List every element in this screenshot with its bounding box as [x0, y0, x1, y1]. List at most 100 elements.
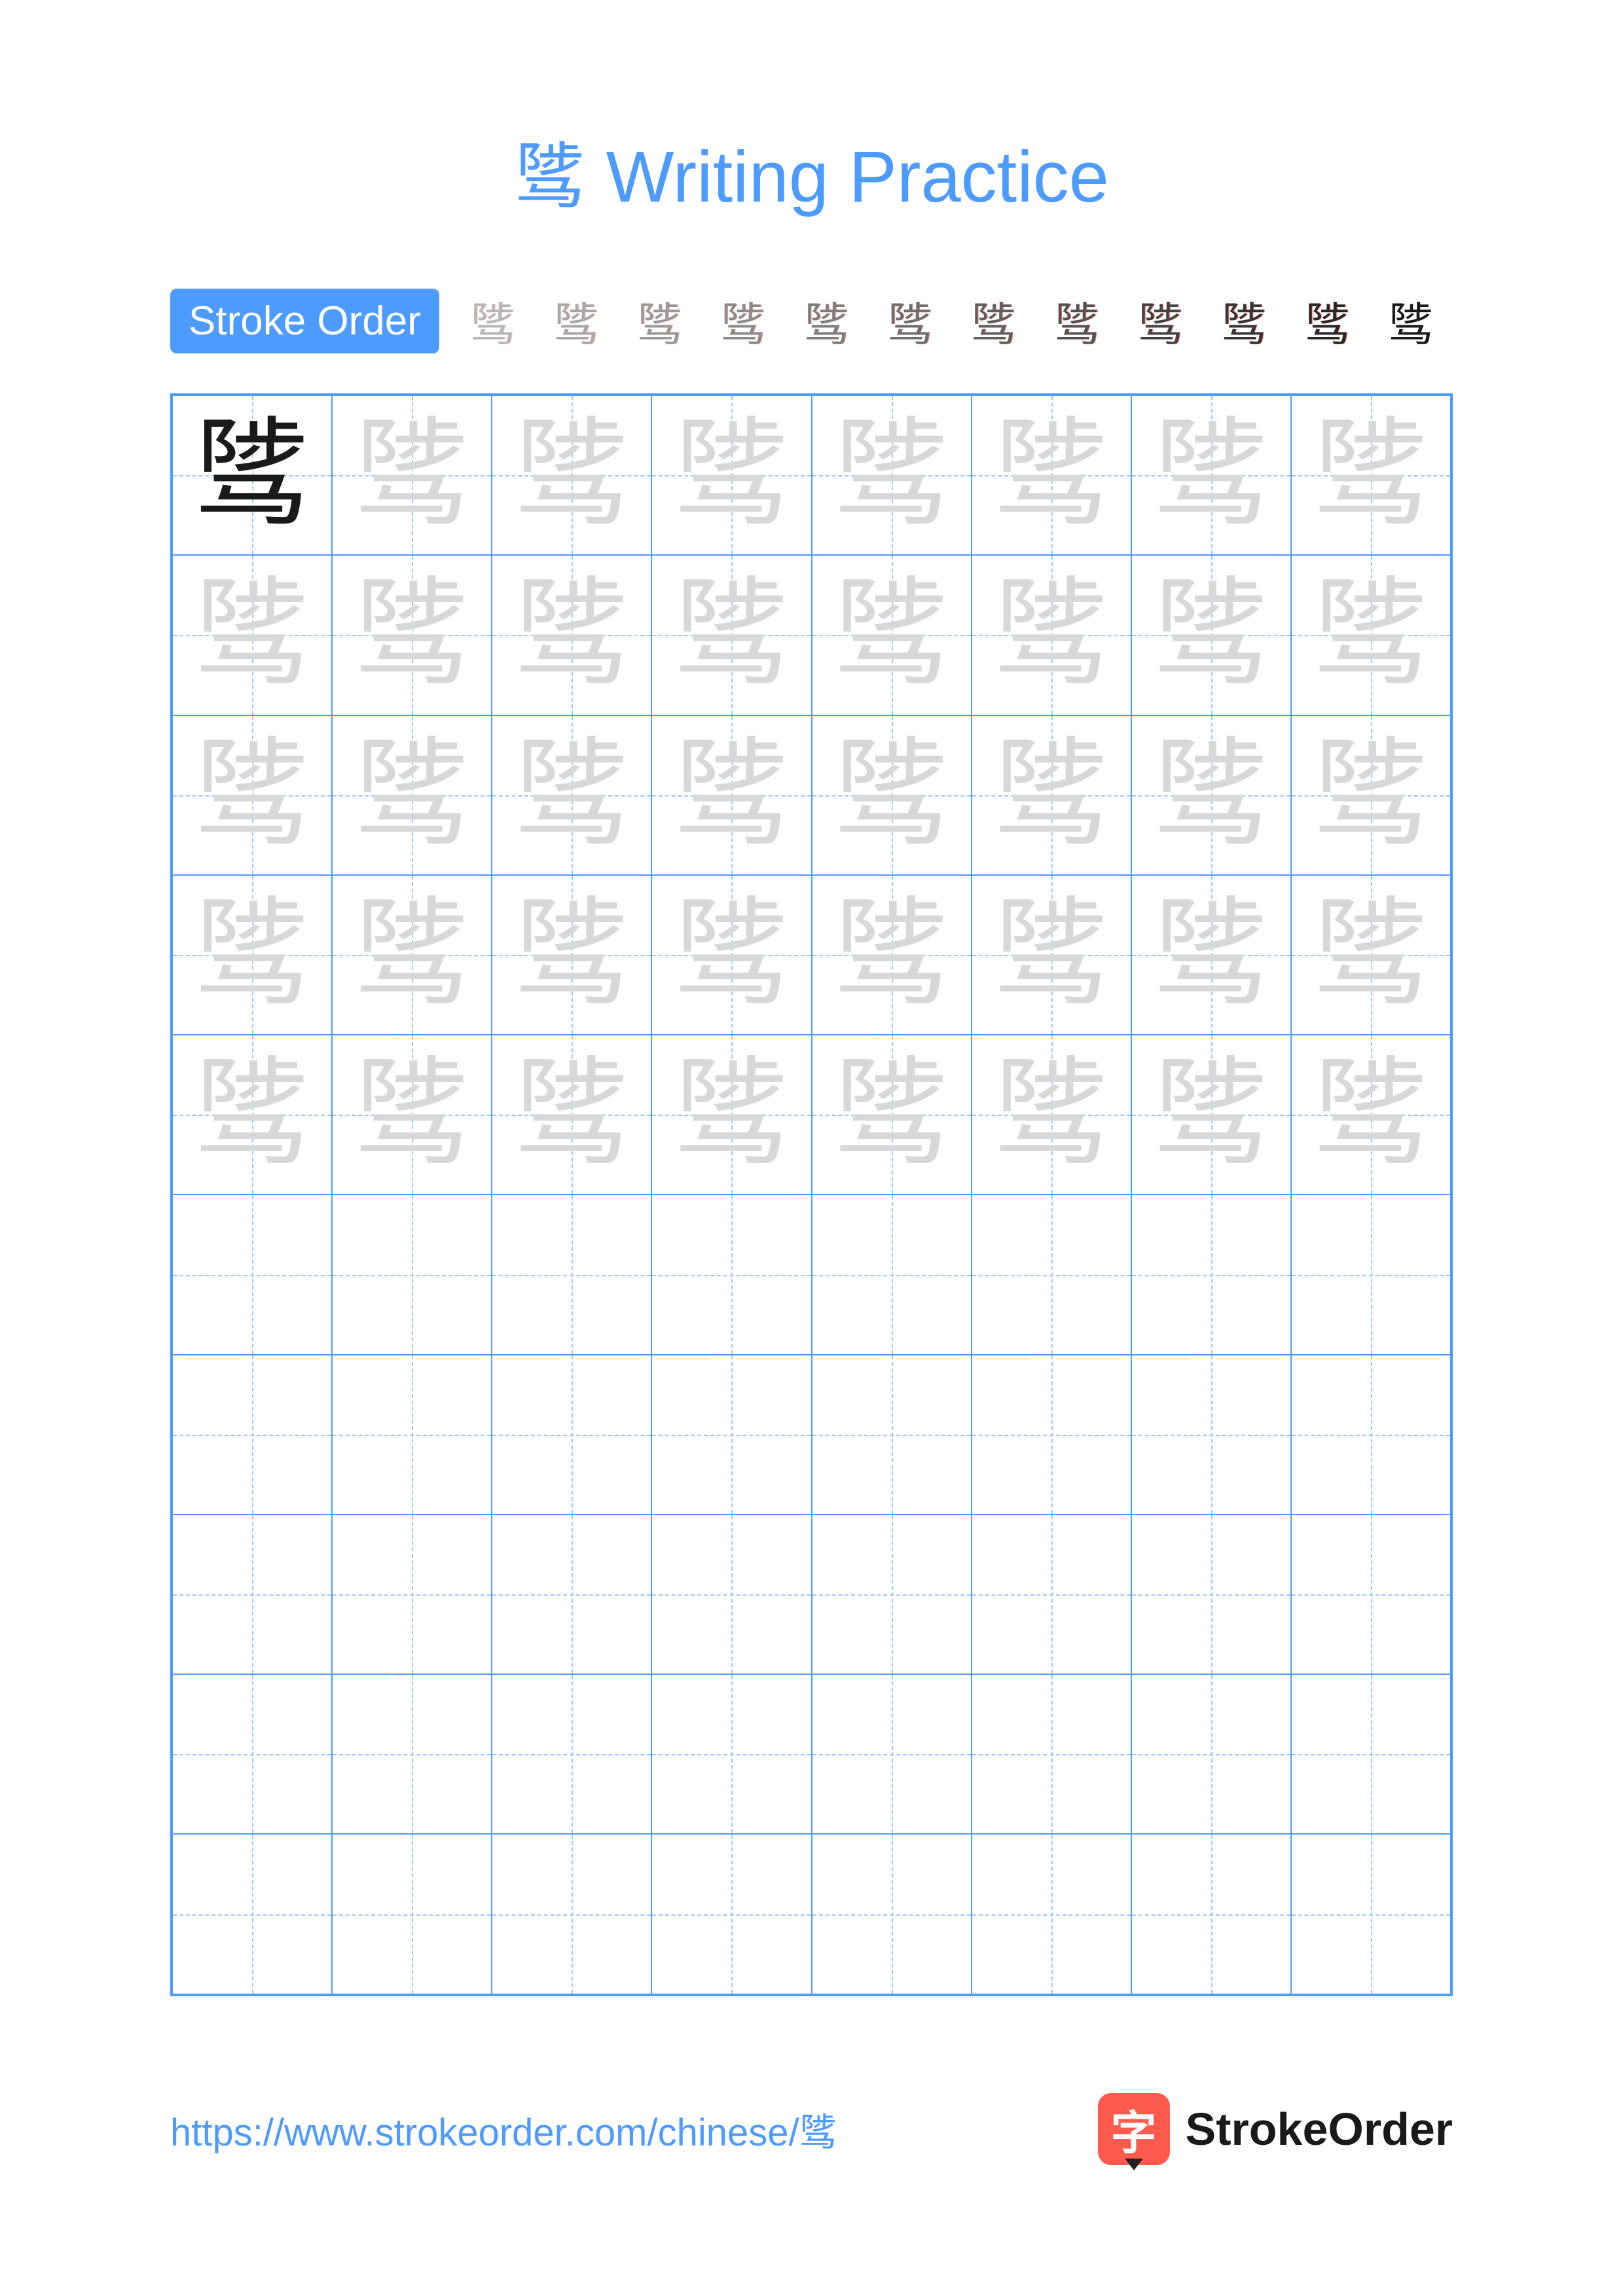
practice-char: 骘: [993, 736, 1110, 854]
practice-char: 骘: [672, 896, 790, 1014]
grid-cell: [332, 1355, 492, 1515]
grid-cell: 骘: [1131, 715, 1291, 875]
stroke-order-steps: 骘骘骘骘骘骘骘骘骘骘骘骘: [451, 288, 1453, 354]
brand-icon: 字: [1098, 2093, 1170, 2165]
grid-cell: [1131, 1194, 1291, 1354]
practice-char: 骘: [672, 416, 790, 534]
grid-cell: [1131, 1834, 1291, 1994]
practice-char: 骘: [353, 896, 471, 1014]
grid-cell: 骘: [332, 875, 492, 1035]
practice-grid: 骘骘骘骘骘骘骘骘骘骘骘骘骘骘骘骘骘骘骘骘骘骘骘骘骘骘骘骘骘骘骘骘骘骘骘骘骘骘骘骘: [170, 393, 1453, 1996]
grid-cell: [972, 1194, 1131, 1354]
grid-cell: [332, 1674, 492, 1834]
grid-cell: [332, 1515, 492, 1674]
grid-cell: 骘: [1131, 875, 1291, 1035]
grid-cell: [651, 1194, 811, 1354]
practice-char: 骘: [353, 576, 471, 694]
grid-cell: 骘: [492, 875, 651, 1035]
practice-char: 骘: [1312, 896, 1430, 1014]
stroke-step: 骘: [1138, 288, 1184, 354]
grid-cell: 骘: [172, 1035, 332, 1194]
stroke-step: 骘: [887, 288, 933, 354]
brand-text: StrokeOrder: [1186, 2103, 1453, 2155]
grid-cell: 骘: [651, 1035, 811, 1194]
grid-cell: 骘: [492, 395, 651, 555]
grid-cell: 骘: [812, 395, 972, 555]
grid-cell: [332, 1834, 492, 1994]
practice-char: 骘: [193, 1056, 311, 1174]
grid-cell: [812, 1355, 972, 1515]
practice-char: 骘: [1312, 1056, 1430, 1174]
grid-cell: [492, 1515, 651, 1674]
grid-cell: [1291, 1515, 1451, 1674]
practice-char: 骘: [1152, 896, 1270, 1014]
grid-cell: 骘: [651, 395, 811, 555]
grid-cell: [172, 1194, 332, 1354]
grid-cell: [972, 1674, 1131, 1834]
grid-cell: [651, 1515, 811, 1674]
practice-char: 骘: [833, 416, 951, 534]
practice-char: 骘: [513, 1056, 630, 1174]
grid-cell: [492, 1674, 651, 1834]
grid-cell: 骘: [812, 715, 972, 875]
practice-char: 骘: [1152, 576, 1270, 694]
grid-cell: [172, 1355, 332, 1515]
grid-cell: [972, 1515, 1131, 1674]
practice-char: 骘: [353, 1056, 471, 1174]
grid-cell: 骘: [1291, 715, 1451, 875]
grid-cell: 骘: [332, 715, 492, 875]
practice-char: 骘: [1152, 416, 1270, 534]
practice-char: 骘: [833, 1056, 951, 1174]
grid-cell: 骘: [1131, 1035, 1291, 1194]
grid-cell: 骘: [651, 555, 811, 715]
grid-cell: 骘: [172, 875, 332, 1035]
practice-char: 骘: [193, 576, 311, 694]
grid-cell: 骘: [972, 1035, 1131, 1194]
grid-cell: [1131, 1674, 1291, 1834]
stroke-step: 骘: [1388, 288, 1434, 354]
grid-cell: [1131, 1355, 1291, 1515]
grid-cell: 骘: [1291, 1035, 1451, 1194]
grid-cell: [332, 1194, 492, 1354]
grid-cell: 骘: [1291, 395, 1451, 555]
stroke-step: 骘: [720, 288, 766, 354]
grid-cell: [812, 1674, 972, 1834]
grid-cell: [492, 1355, 651, 1515]
practice-char: 骘: [353, 736, 471, 854]
grid-cell: 骘: [1131, 555, 1291, 715]
grid-cell: 骘: [492, 555, 651, 715]
practice-char: 骘: [993, 1056, 1110, 1174]
practice-char: 骘: [513, 736, 630, 854]
grid-cell: [812, 1834, 972, 1994]
grid-cell: [812, 1515, 972, 1674]
grid-cell: [1291, 1355, 1451, 1515]
footer: https://www.strokeorder.com/chinese/骘 字 …: [170, 2093, 1453, 2165]
grid-cell: 骘: [332, 555, 492, 715]
practice-char: 骘: [193, 736, 311, 854]
grid-cell: [651, 1355, 811, 1515]
grid-cell: 骘: [332, 1035, 492, 1194]
grid-cell: 骘: [972, 875, 1131, 1035]
practice-char: 骘: [1152, 1056, 1270, 1174]
practice-char: 骘: [513, 896, 630, 1014]
stroke-step: 骘: [1054, 288, 1100, 354]
stroke-step: 骘: [971, 288, 1017, 354]
grid-cell: [492, 1194, 651, 1354]
practice-char: 骘: [353, 416, 471, 534]
practice-char: 骘: [193, 416, 311, 534]
grid-cell: 骘: [172, 395, 332, 555]
footer-url[interactable]: https://www.strokeorder.com/chinese/骘: [170, 2102, 837, 2157]
practice-char: 骘: [1312, 736, 1430, 854]
grid-cell: 骘: [812, 555, 972, 715]
practice-char: 骘: [993, 896, 1110, 1014]
grid-cell: [651, 1674, 811, 1834]
practice-char: 骘: [193, 896, 311, 1014]
practice-char: 骘: [1312, 576, 1430, 694]
grid-cell: 骘: [1131, 395, 1291, 555]
practice-char: 骘: [672, 1056, 790, 1174]
grid-cell: 骘: [651, 715, 811, 875]
grid-cell: 骘: [172, 715, 332, 875]
grid-cell: 骘: [972, 715, 1131, 875]
stroke-step: 骘: [1305, 288, 1351, 354]
page-title: 骘 Writing Practice: [170, 118, 1453, 223]
